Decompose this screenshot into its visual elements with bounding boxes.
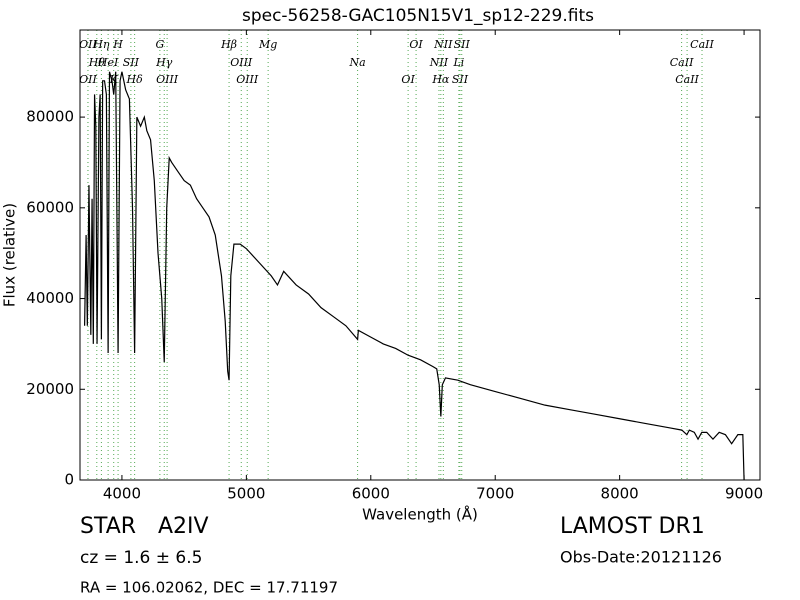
spectral-line-label: K <box>109 73 119 86</box>
spectral-line-label: Hη <box>92 38 110 51</box>
annotation: STAR <box>80 514 136 539</box>
spectral-line-label: Hα <box>431 73 450 86</box>
spectral-line-label: CaII <box>675 73 699 86</box>
y-tick-label: 0 <box>64 471 74 489</box>
x-tick-label: 5000 <box>227 485 265 503</box>
spectral-line-label: CaII <box>690 38 714 51</box>
spectral-line-label: Mg <box>258 38 277 51</box>
spectral-line-label: G <box>155 38 164 51</box>
chart-title: spec-56258-GAC105N15V1_sp12-229.fits <box>242 6 594 26</box>
spectral-line-label: Li <box>452 56 464 69</box>
annotation: RA = 106.02062, DEC = 17.71197 <box>80 579 338 597</box>
spectral-line-label: Na <box>349 56 366 69</box>
y-tick-label: 40000 <box>26 289 74 307</box>
spectral-line-label: Hδ <box>126 73 144 86</box>
annotation: LAMOST DR1 <box>560 514 705 539</box>
spectral-line-label: Hθ <box>88 56 106 69</box>
spectral-line-label: H <box>112 38 123 51</box>
spectral-line-label: OI <box>409 38 423 51</box>
spectral-line-label: OIII <box>156 73 179 86</box>
spectral-line-label: SII <box>452 73 469 86</box>
spectrum-line <box>84 71 745 481</box>
y-tick-label: 20000 <box>26 380 74 398</box>
spectral-line-label: Hβ <box>220 38 237 51</box>
spectral-line-label: HeI <box>97 56 119 69</box>
plot-frame <box>79 29 761 481</box>
x-tick-label: 4000 <box>103 485 141 503</box>
spectral-line-label: OII <box>79 38 97 51</box>
spectral-line-label: OI <box>401 73 415 86</box>
spectral-line-label: SII <box>454 38 471 51</box>
y-tick-label: 60000 <box>26 198 74 216</box>
x-tick-label: 9000 <box>725 485 763 503</box>
x-axis-label: Wavelength (Å) <box>362 505 478 524</box>
spectral-line-label: Hγ <box>155 56 173 69</box>
spectral-line-label: NII <box>429 56 449 69</box>
annotation: cz = 1.6 ± 6.5 <box>80 548 202 568</box>
spectral-line-label: NII <box>433 38 453 51</box>
x-tick-label: 7000 <box>476 485 514 503</box>
spectral-line-label: OIII <box>236 73 259 86</box>
spectral-line-label: CaII <box>670 56 694 69</box>
x-tick-label: 6000 <box>352 485 390 503</box>
x-tick-label: 8000 <box>601 485 639 503</box>
annotation: A2IV <box>158 514 209 539</box>
y-axis-label: Flux (relative) <box>1 203 19 307</box>
spectral-line-label: OII <box>79 73 97 86</box>
annotation: Obs-Date:20121126 <box>560 548 722 567</box>
spectral-line-label: SII <box>123 56 140 69</box>
y-tick-label: 80000 <box>26 108 74 126</box>
spectral-line-label: OIII <box>230 56 253 69</box>
